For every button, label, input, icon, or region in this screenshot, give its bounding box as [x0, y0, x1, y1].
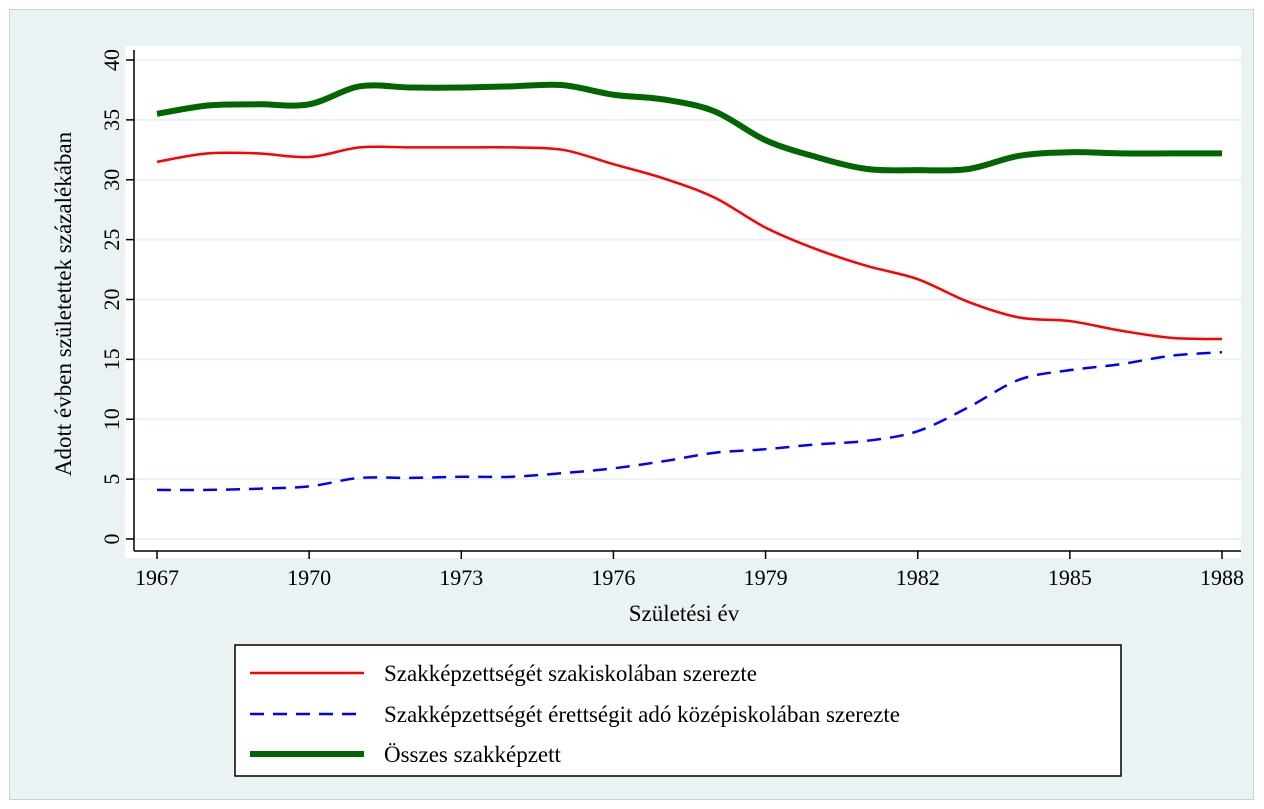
legend-label-series-2: Szakképzettségét érettségit adó középisk… [384, 702, 900, 727]
y-tick-label: 20 [99, 289, 124, 311]
x-axis-title: Születési év [629, 601, 740, 626]
x-tick-label: 1982 [896, 565, 940, 590]
y-tick-label: 35 [99, 109, 124, 131]
x-tick-label: 1988 [1200, 565, 1244, 590]
x-tick-label: 1967 [135, 565, 179, 590]
plot-area [125, 46, 1241, 558]
line-chart: 0 5 10 15 20 25 30 35 40 1967 1970 1973 1976 1979 1982… [51, 46, 1244, 777]
legend-label-series-1: Szakképzettségét szakiskolában szerezte [384, 661, 757, 686]
y-tick-label: 5 [99, 474, 124, 485]
chart-frame: 0 5 10 15 20 25 30 35 40 1967 1970 1973 1976 1979 1982… [9, 9, 1254, 800]
y-tick-label: 0 [99, 534, 124, 545]
series-lines [156, 81, 1223, 492]
y-axis-title: Adott évben születettek százalékában [51, 131, 76, 476]
x-tick-label: 1985 [1048, 565, 1092, 590]
series-line-1 [156, 145, 1223, 341]
x-tick-label: 1976 [591, 565, 635, 590]
series-line-3 [156, 81, 1222, 174]
legend: Szakképzettségét szakiskolában szerezte … [234, 644, 1122, 777]
y-tick-label: 10 [99, 408, 124, 430]
legend-label-series-3: Összes szakképzett [384, 742, 562, 767]
legend-box [234, 644, 1122, 777]
gridlines [134, 59, 1241, 540]
axes: 0 5 10 15 20 25 30 35 40 1967 1970 1973 1976 1979 1982… [99, 49, 1244, 590]
y-tick-label: 40 [99, 49, 124, 71]
x-tick-label: 1973 [439, 565, 483, 590]
x-tick-label: 1979 [744, 565, 788, 590]
x-tick-label: 1970 [287, 565, 331, 590]
series-line-2 [156, 350, 1223, 492]
y-tick-label: 30 [99, 169, 124, 191]
y-tick-label: 15 [99, 348, 124, 370]
y-tick-label: 25 [99, 229, 124, 251]
